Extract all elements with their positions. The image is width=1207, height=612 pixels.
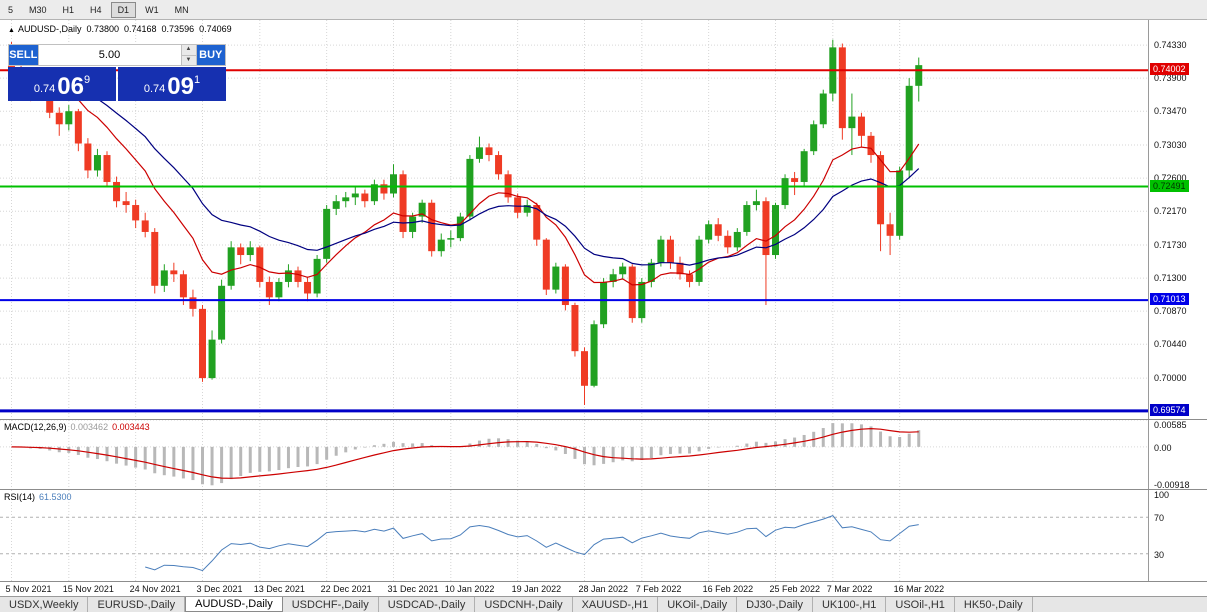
timeframe-d1[interactable]: D1 bbox=[110, 1, 137, 18]
panel-separator bbox=[0, 489, 1207, 490]
chart-tab-uk100[interactable]: UK100-,H1 bbox=[813, 597, 887, 612]
volume-increase-button[interactable]: ▲ bbox=[181, 45, 196, 55]
sell-price-display[interactable]: 0.74 06 9 bbox=[8, 67, 116, 101]
panel-separator bbox=[0, 581, 1207, 582]
timeframe-mn[interactable]: MN bbox=[174, 4, 189, 15]
timeframe-m5[interactable]: 5 bbox=[8, 4, 14, 15]
rsi-indicator-label: RSI(14) 61.5300 bbox=[4, 492, 72, 502]
sell-button[interactable]: SELL bbox=[9, 45, 38, 65]
macd-panel-canvas[interactable] bbox=[0, 420, 1148, 489]
chart-tab-usdchf[interactable]: USDCHF-,Daily bbox=[283, 597, 379, 612]
ohlc-open: 0.73800 bbox=[86, 24, 119, 34]
rsi-axis[interactable]: 100 70 30 bbox=[1149, 490, 1207, 581]
price-axis[interactable]: 0.74330 0.73900 0.73470 0.73030 0.72600 0.721… bbox=[1149, 20, 1207, 419]
ohlc-high: 0.74168 bbox=[124, 24, 157, 34]
chart-ohlc-header: ▲ AUDUSD-,Daily 0.73800 0.74168 0.73596 0.740… bbox=[8, 24, 237, 34]
timeframe-w1[interactable]: W1 bbox=[145, 4, 159, 15]
ohlc-close: 0.74069 bbox=[199, 24, 232, 34]
macd-indicator-label: MACD(12,26,9) 0.003462 0.003443 bbox=[4, 422, 150, 432]
timeframe-h4[interactable]: H4 bbox=[90, 4, 102, 15]
chart-tab-usdcad[interactable]: USDCAD-,Daily bbox=[379, 597, 476, 612]
chart-tab-usdcnh[interactable]: USDCNH-,Daily bbox=[475, 597, 573, 612]
axis-separator bbox=[1148, 20, 1149, 582]
volume-decrease-button[interactable]: ▼ bbox=[181, 54, 196, 65]
timeframe-toolbar: 5 M30 H1 H4 D1 W1 MN bbox=[0, 0, 1207, 20]
time-axis[interactable]: 5 Nov 2021 15 Nov 2021 24 Nov 2021 3 Dec 20… bbox=[0, 582, 1148, 596]
chart-tab-ukoil[interactable]: UKOil-,Daily bbox=[658, 597, 738, 612]
symbol-name: AUDUSD-,Daily bbox=[17, 24, 82, 34]
chart-tab-usdx[interactable]: USDX,Weekly bbox=[0, 597, 89, 612]
chart-tabs-bar: USDX,Weekly EURUSD-,Daily AUDUSD-,Daily … bbox=[0, 596, 1207, 612]
timeframe-h1[interactable]: H1 bbox=[62, 4, 75, 15]
chart-tab-dj30[interactable]: DJ30-,Daily bbox=[737, 597, 813, 612]
symbol-marker-icon: ▲ bbox=[8, 27, 15, 34]
macd-axis[interactable]: 0.00585 0.00 -0.00918 bbox=[1149, 420, 1207, 490]
chart-tab-audusd[interactable]: AUDUSD-,Daily bbox=[185, 597, 283, 612]
rsi-panel-canvas[interactable] bbox=[0, 490, 1148, 581]
chart-tab-xauusd[interactable]: XAUUSD-,H1 bbox=[573, 597, 659, 612]
buy-price-display[interactable]: 0.74 09 1 bbox=[118, 67, 226, 101]
buy-button[interactable]: BUY bbox=[196, 45, 225, 65]
timeframe-m30[interactable]: M30 bbox=[29, 4, 47, 15]
chart-tab-usoil[interactable]: USOil-,H1 bbox=[886, 597, 955, 612]
chart-tab-eurusd[interactable]: EURUSD-,Daily bbox=[88, 597, 186, 612]
chart-tab-hk50[interactable]: HK50-,Daily bbox=[955, 597, 1033, 612]
ohlc-low: 0.73596 bbox=[161, 24, 195, 34]
volume-input[interactable] bbox=[38, 45, 181, 65]
